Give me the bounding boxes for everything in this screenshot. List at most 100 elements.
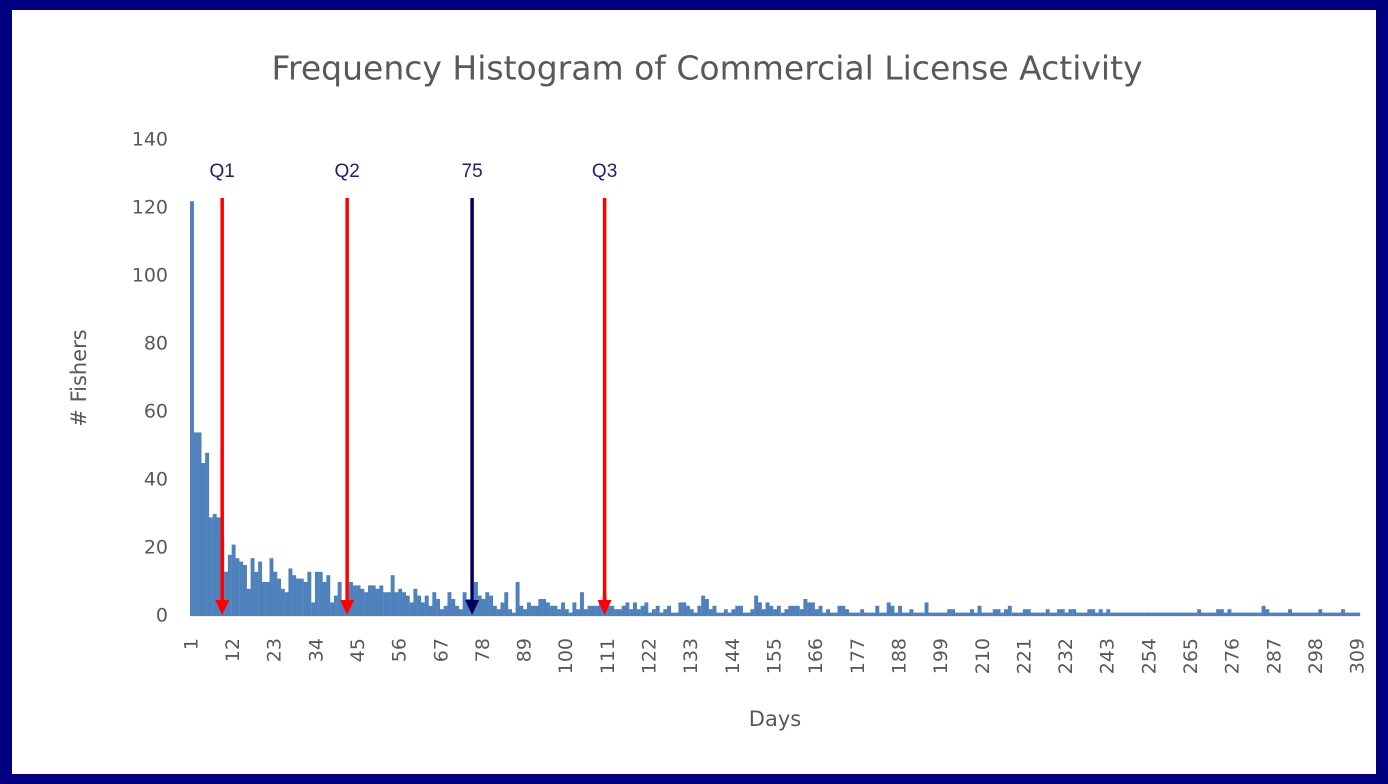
bar [542, 599, 547, 616]
bar [973, 612, 978, 616]
annotation-arrowhead [215, 600, 230, 615]
bar [947, 609, 952, 616]
bar [1019, 612, 1024, 616]
bar [568, 612, 573, 616]
x-tick-label: 188 [888, 638, 910, 674]
annotation-arrowhead [465, 600, 480, 615]
bar [458, 609, 463, 616]
bar [882, 612, 887, 616]
bar [466, 599, 471, 616]
bar [1197, 609, 1202, 616]
bar [216, 517, 221, 616]
bar [875, 605, 880, 616]
bar [803, 599, 808, 616]
bar [1341, 609, 1346, 616]
x-tick-label: 155 [764, 638, 786, 674]
bar [746, 612, 751, 616]
bar [655, 605, 660, 616]
bar [701, 595, 706, 616]
bar [318, 571, 323, 616]
bar [742, 612, 747, 616]
bar [1091, 609, 1096, 616]
bar [269, 558, 274, 616]
bar [731, 609, 736, 616]
bar [1041, 612, 1046, 616]
bar [307, 571, 312, 616]
bar [1295, 612, 1300, 616]
bar [1261, 605, 1266, 616]
bar [231, 544, 236, 616]
bar [614, 609, 619, 616]
bar [1216, 609, 1221, 616]
bar [1011, 612, 1016, 616]
bar [860, 609, 865, 616]
bar [447, 592, 452, 616]
x-tick-label: 210 [972, 638, 994, 674]
bar [633, 602, 637, 616]
bar [451, 599, 456, 616]
bar [265, 582, 270, 616]
bar [413, 588, 418, 616]
y-tick-label: 60 [144, 401, 168, 423]
chart: Frequency Histogram of Commercial Licens… [67, 49, 1369, 732]
bar [420, 602, 425, 616]
bar [1166, 612, 1171, 616]
bar [651, 609, 656, 616]
bar [780, 612, 785, 616]
bar [1348, 612, 1353, 616]
bar [523, 609, 528, 616]
bar [716, 612, 721, 616]
bar [261, 582, 266, 616]
bar [1034, 612, 1039, 616]
bar [1079, 612, 1084, 616]
bar [322, 582, 327, 616]
bar [1276, 612, 1281, 616]
y-tick-label: 40 [144, 469, 168, 491]
x-tick-label: 34 [305, 638, 327, 662]
bar [1242, 612, 1247, 616]
bar [818, 605, 823, 616]
bar [686, 605, 690, 616]
bar [1106, 609, 1111, 616]
bar [610, 605, 615, 616]
x-tick-label: 133 [680, 638, 702, 674]
x-tick-label: 199 [930, 638, 952, 674]
bar [636, 609, 641, 616]
bar [1159, 612, 1164, 616]
x-tick-label: 23 [264, 638, 286, 662]
bar [417, 595, 422, 616]
bar [280, 588, 285, 616]
bar [250, 558, 255, 616]
bar [1155, 612, 1160, 616]
bar [905, 612, 910, 616]
bar [1087, 609, 1092, 616]
bar [841, 605, 846, 616]
annotation-label: Q3 [592, 161, 617, 182]
bar [863, 612, 868, 616]
bar [769, 605, 774, 616]
bar [314, 571, 319, 616]
bar [1322, 612, 1327, 616]
bar [879, 612, 884, 616]
x-tick-label: 78 [472, 638, 494, 662]
bar [341, 602, 346, 616]
bar [258, 561, 263, 616]
bar [735, 605, 740, 616]
bar [1208, 612, 1213, 616]
bar [511, 612, 516, 616]
bar [292, 575, 297, 616]
bar [1026, 609, 1031, 616]
bar [273, 571, 278, 616]
y-tick-label: 0 [156, 605, 168, 627]
bar [504, 592, 509, 616]
bar [773, 609, 778, 616]
y-tick-label: 20 [144, 537, 168, 559]
bar [390, 575, 395, 616]
bar [1288, 609, 1292, 616]
bar [784, 609, 789, 616]
bar [928, 612, 933, 616]
bar [1113, 612, 1118, 616]
bar [383, 592, 388, 616]
bar [682, 602, 687, 616]
bar [409, 602, 414, 616]
